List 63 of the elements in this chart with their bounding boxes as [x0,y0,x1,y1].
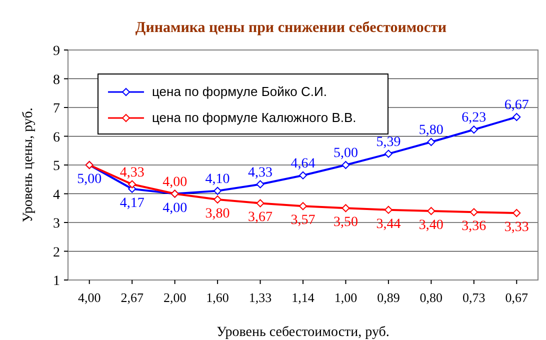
point [470,126,478,134]
data-label: 3,80 [205,206,230,222]
y-tick-label: 8 [53,72,60,88]
x-tick-label: 1,00 [334,290,358,305]
x-tick-label: 0,80 [420,290,443,305]
point [214,186,222,195]
point [427,138,436,146]
point [256,199,264,208]
point [384,206,392,214]
data-label: 4,64 [290,156,316,172]
y-tick-label: 6 [53,130,60,146]
y-tick-label: 7 [53,102,60,116]
y-axis-title: Уровень цены, руб. [21,108,36,222]
data-label: 6,67 [504,98,529,113]
y-tick-label: 1 [53,274,60,289]
data-label: 3,67 [248,210,273,226]
data-label: 4,33 [248,165,273,180]
point [214,196,222,204]
x-tick-label: 2,67 [120,290,144,305]
y-tick-label: 2 [53,245,60,260]
y-tick-label: 5 [53,159,60,174]
data-label: 4,00 [162,200,188,216]
data-label: 3,57 [290,213,316,228]
point [512,209,521,218]
point [299,202,307,210]
x-tick-label: 1,60 [206,290,229,305]
data-label: 4,33 [120,165,144,180]
data-label: 3,33 [504,220,529,236]
data-label: 3,36 [462,219,486,234]
y-tick-label: 4 [53,188,60,203]
data-label: 5,00 [77,172,102,187]
legend-label: цена по формуле Калюжного В.В. [152,110,356,125]
x-tick-label: 0,89 [377,290,400,305]
data-label: 3,44 [376,216,401,232]
data-label: 5,39 [376,134,401,150]
x-tick-label: 0,73 [462,290,486,305]
data-label: 3,40 [418,218,444,233]
point [342,161,350,169]
y-tick-label: 3 [53,216,60,232]
data-label: 4,00 [162,174,188,190]
x-tick-label: 0,67 [505,290,529,305]
chart-title: Динамика цены при снижении себестоимости [135,20,447,36]
y-tick-label: 9 [53,44,60,59]
point [342,204,350,212]
data-label: 5,00 [333,146,358,161]
point [512,112,521,121]
x-tick-label: 1,14 [292,290,315,305]
data-label: 5,80 [418,123,444,138]
point [128,180,136,188]
x-tick-label: 2,00 [163,290,186,305]
point [427,207,436,215]
point [256,180,264,188]
x-axis-title: Уровень себестоимости, руб. [216,325,390,340]
x-tick-label: 1,33 [248,290,272,305]
point [470,208,478,216]
data-label: 3,50 [333,215,358,230]
data-label: 6,23 [462,110,486,126]
data-label: 4,10 [205,172,230,187]
legend-label: цена по формуле Бойко С.И. [152,84,327,99]
point [384,150,392,158]
point [299,171,307,180]
x-tick-label: 4,00 [78,290,101,305]
data-label: 4,17 [120,196,144,211]
